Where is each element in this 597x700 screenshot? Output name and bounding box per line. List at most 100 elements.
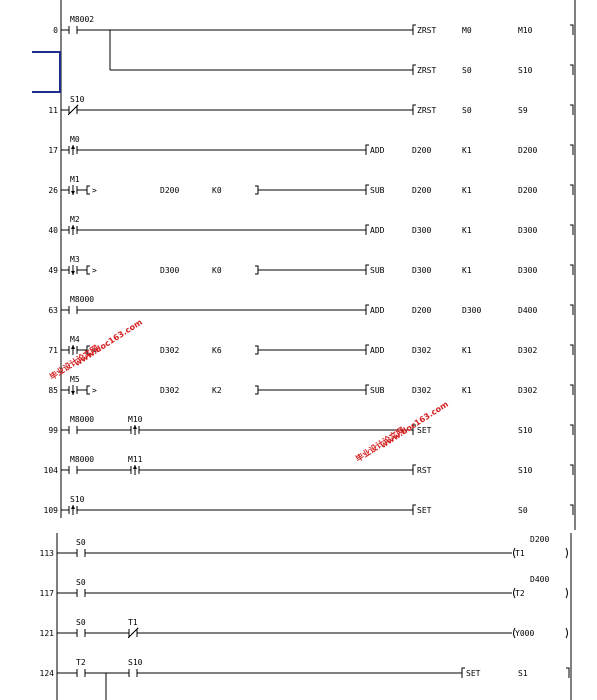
coil-name: T2: [515, 589, 525, 598]
instruction-operand: S9: [518, 106, 528, 115]
instruction-operand: K1: [462, 146, 472, 155]
instruction-operand: D302: [518, 386, 537, 395]
instruction-name: ADD: [370, 346, 385, 355]
contact-label: T2: [76, 658, 86, 667]
contact-label: M8000: [70, 415, 94, 424]
compare-operand: D302: [160, 386, 179, 395]
rung-0-instr-open: [412, 64, 416, 75]
instruction-operand: D200: [412, 306, 431, 315]
rung-85-cmp-open: [86, 385, 90, 395]
rung-17-contact-0-edge-arrow: [71, 145, 75, 149]
contact-label: M10: [128, 415, 143, 424]
contact-label: M5: [70, 375, 80, 384]
rung-109-instr-open: [412, 504, 416, 515]
step-number: 40: [48, 226, 58, 235]
contact-label: M1: [70, 175, 80, 184]
step-number: 49: [48, 266, 58, 275]
instruction-operand: S0: [462, 66, 472, 75]
instruction-operand: S1: [518, 669, 528, 678]
rung-104-contact-1-edge-arrow: [133, 465, 137, 469]
rung-109-instr-close: [570, 504, 574, 515]
contact-label: S10: [128, 658, 143, 667]
contact-label: S0: [76, 578, 86, 587]
instruction-operand: S10: [518, 66, 533, 75]
rung-113-coil-open: [513, 547, 516, 559]
rung-17-instr-close: [570, 144, 574, 155]
compare-operand: K0: [212, 266, 222, 275]
compare-operator: >: [92, 386, 97, 395]
compare-operand: K6: [212, 346, 222, 355]
instruction-name: ADD: [370, 306, 385, 315]
instruction-operand: M0: [462, 26, 472, 35]
step-number: 109: [44, 506, 59, 515]
rung-0-instr-close: [570, 64, 574, 75]
rung-85-contact-0-edge-arrow: [71, 391, 75, 395]
rung-11-contact-0-slash: [67, 104, 79, 116]
rung-99-contact-1-edge-arrow: [133, 425, 137, 429]
contact-label: S10: [70, 495, 85, 504]
watermark-url: www.doc163.com: [73, 318, 144, 369]
instruction-operand: S0: [518, 506, 528, 515]
compare-operator: >: [92, 266, 97, 275]
instruction-operand: K1: [462, 226, 472, 235]
step-number: 17: [48, 146, 58, 155]
rung-11-instr-close: [570, 104, 574, 115]
instruction-operand: M10: [518, 26, 533, 35]
rung-63-instr-open: [365, 304, 369, 315]
instruction-name: SET: [466, 669, 481, 678]
rung-11-instr-open: [412, 104, 416, 115]
rung-99-instr-open: [412, 424, 416, 435]
rung-26-cmp-close: [255, 185, 259, 195]
instruction-name: RST: [417, 466, 432, 475]
rung-71-contact-0-edge-arrow: [71, 345, 75, 349]
step-number: 104: [44, 466, 59, 475]
contact-label: S0: [76, 538, 86, 547]
rung-26-contact-0-edge-arrow: [71, 191, 75, 195]
instruction-operand: D300: [518, 226, 537, 235]
watermark-url: www.doc163.com: [379, 400, 450, 451]
step-number: 63: [48, 306, 58, 315]
rung-121-coil-open: [513, 627, 516, 639]
rung-104-instr-open: [412, 464, 416, 475]
contact-label: S10: [70, 95, 85, 104]
step-number: 117: [40, 589, 55, 598]
rung-71-cmp-close: [255, 345, 259, 355]
step-number: 113: [40, 549, 55, 558]
selection-cursor[interactable]: [32, 51, 61, 93]
instruction-operand: D200: [412, 146, 431, 155]
step-number: 11: [48, 106, 58, 115]
instruction-operand: D200: [518, 146, 537, 155]
rung-104-instr-close: [570, 464, 574, 475]
rung-0-instr-open: [412, 24, 416, 35]
rung-117-coil-close: [565, 587, 568, 599]
step-number: 71: [48, 346, 58, 355]
step-number: 0: [53, 26, 58, 35]
rung-71-instr-open: [365, 344, 369, 355]
instruction-name: SUB: [370, 386, 385, 395]
rung-99-instr-close: [570, 424, 574, 435]
compare-operand: D302: [160, 346, 179, 355]
contact-label: M0: [70, 135, 80, 144]
rung-117-coil-open: [513, 587, 516, 599]
rung-49-contact-0-edge-arrow: [71, 271, 75, 275]
instruction-name: ZRST: [417, 26, 436, 35]
step-number: 99: [48, 426, 58, 435]
instruction-operand: S10: [518, 426, 533, 435]
compare-operator: <: [92, 346, 97, 355]
rung-113-coil-close: [565, 547, 568, 559]
compare-operand: D200: [160, 186, 179, 195]
rung-0-instr-close: [570, 24, 574, 35]
instruction-operand: K1: [462, 266, 472, 275]
step-number: 26: [48, 186, 58, 195]
coil-preset: D400: [530, 575, 549, 584]
instruction-operand: D300: [462, 306, 481, 315]
instruction-operand: S10: [518, 466, 533, 475]
instruction-name: SUB: [370, 266, 385, 275]
instruction-operand: K1: [462, 346, 472, 355]
compare-operator: >: [92, 186, 97, 195]
instruction-operand: D200: [518, 186, 537, 195]
instruction-operand: D302: [412, 386, 431, 395]
